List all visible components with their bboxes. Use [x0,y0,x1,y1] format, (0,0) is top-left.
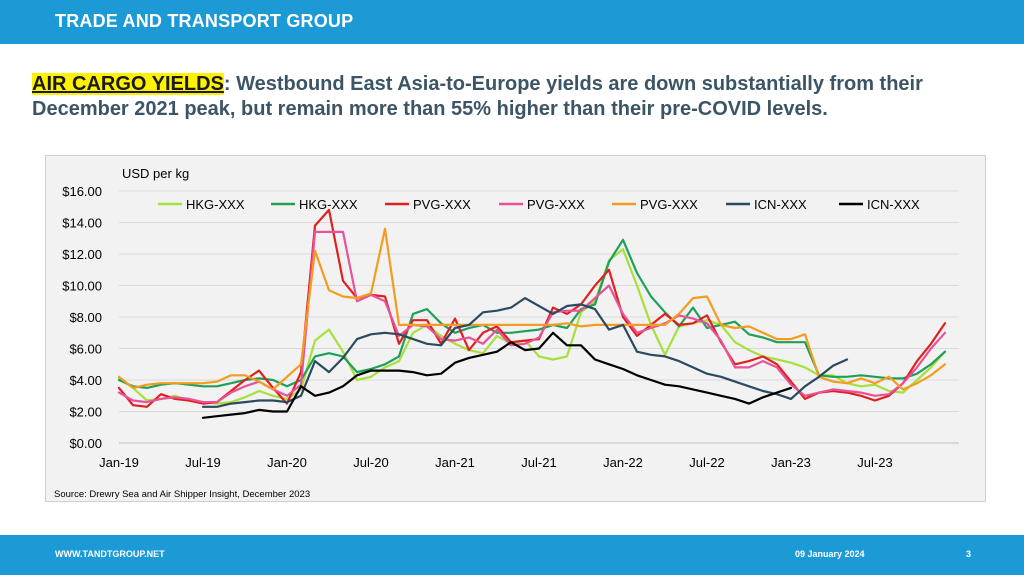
legend-label: PVG-XXX [413,197,471,212]
x-tick-label: Jan-20 [267,455,307,470]
x-tick-label: Jul-19 [185,455,220,470]
x-tick-label: Jan-21 [435,455,475,470]
y-tick-label: $12.00 [62,247,102,262]
source-note: Source: Drewry Sea and Air Shipper Insig… [54,489,310,500]
slide-headline: AIR CARGO YIELDS: Westbound East Asia-to… [32,72,1007,122]
y-tick-label: $2.00 [69,405,102,420]
x-tick-label: Jan-23 [771,455,811,470]
footer-page-number: 3 [966,549,972,559]
headline-text: : Westbound East Asia-to-Europe yields a… [32,73,923,120]
series-lines [117,208,947,419]
footer-bar: WWW.TANDTGROUP.NET 09 January 2024 3 [0,535,1024,575]
x-tick-label: Jan-22 [603,455,643,470]
series-line-pvg-xxx-5 [117,227,947,391]
y-tick-label: $16.00 [62,184,102,199]
y-tick-label: $4.00 [69,373,102,388]
y-tick-label: $6.00 [69,342,102,357]
legend-label: PVG-XXX [640,197,698,212]
y-axis-label: USD per kg [122,166,189,181]
x-tick-label: Jan-19 [99,455,139,470]
legend-label: ICN-XXX [867,197,920,212]
header-title: TRADE AND TRANSPORT GROUP [55,11,354,31]
series-line-icn-xxx-7 [201,331,793,419]
x-tick-label: Jul-22 [689,455,724,470]
headline-highlight: AIR CARGO YIELDS [32,73,224,95]
legend-label: PVG-XXX [527,197,585,212]
grid-lines [119,190,959,444]
footer-date: 09 January 2024 [795,549,865,559]
x-tick-label: Jul-23 [857,455,892,470]
y-tick-label: $8.00 [69,310,102,325]
series-line-icn-xxx-6 [201,297,849,408]
footer-website: WWW.TANDTGROUP.NET [55,549,165,559]
x-tick-label: Jul-21 [521,455,556,470]
series-line-hkg-xxx-2 [117,238,947,389]
line-chart: HKG-XXX HKG-XXX PVG-XXX PVG-XXX PVG-XXX ICN-X… [54,166,959,500]
x-tick-label: Jul-20 [353,455,388,470]
y-tick-label: $14.00 [62,216,102,231]
header-bar: TRADE AND TRANSPORT GROUP [0,0,1024,44]
chart-panel: HKG-XXX HKG-XXX PVG-XXX PVG-XXX PVG-XXX ICN-X… [45,155,986,502]
axes: $0.00 $2.00 $4.00 $6.00 $8.00 $10.00 $12.00 $14… [54,166,959,500]
legend-label: ICN-XXX [754,197,807,212]
y-tick-label: $0.00 [69,436,102,451]
series-line-pvg-xxx-4 [117,230,947,404]
legend-label: HKG-XXX [299,197,358,212]
legend-label: HKG-XXX [186,197,245,212]
y-tick-label: $10.00 [62,279,102,294]
legend: HKG-XXX HKG-XXX PVG-XXX PVG-XXX PVG-XXX ICN-X… [158,197,920,212]
